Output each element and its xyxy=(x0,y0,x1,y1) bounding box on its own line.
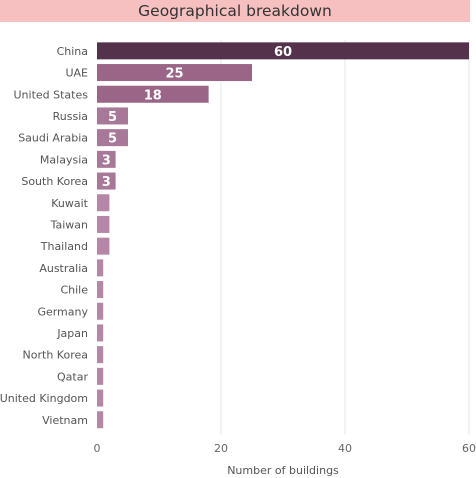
x-tick-label: 40 xyxy=(338,442,352,455)
bar-united-states xyxy=(97,85,209,103)
category-label: Japan xyxy=(56,327,88,340)
bar-kuwait xyxy=(97,194,110,212)
category-label: Germany xyxy=(37,305,88,318)
bar-china xyxy=(97,42,469,60)
category-label: South Korea xyxy=(21,175,88,188)
bar-germany xyxy=(97,302,104,320)
category-label: United States xyxy=(14,88,89,101)
category-label: United Kingdom xyxy=(0,392,88,405)
category-label: Saudi Arabia xyxy=(18,132,88,145)
bar-chile xyxy=(97,281,104,299)
data-label: 5 xyxy=(108,110,117,125)
category-label: Malaysia xyxy=(40,153,88,166)
title-banner: Geographical breakdown xyxy=(0,0,470,22)
data-label: 25 xyxy=(165,67,183,82)
category-label: Kuwait xyxy=(51,197,88,210)
category-label: Chile xyxy=(60,284,88,297)
bar-south-korea xyxy=(97,172,116,190)
bar-thailand xyxy=(97,237,110,255)
data-label: 5 xyxy=(108,132,117,147)
bar-united-kingdom xyxy=(97,389,104,407)
x-tick-label: 60 xyxy=(462,442,476,455)
category-label: UAE xyxy=(65,67,88,80)
category-label: North Korea xyxy=(23,349,88,362)
bar-japan xyxy=(97,324,104,342)
bar-qatar xyxy=(97,367,104,385)
x-axis-label: Number of buildings xyxy=(227,464,339,477)
category-label: Qatar xyxy=(57,370,88,383)
category-label: China xyxy=(57,45,88,58)
bar-north-korea xyxy=(97,346,104,364)
data-label: 3 xyxy=(102,153,111,168)
category-label: Thailand xyxy=(40,240,88,253)
x-tick-label: 0 xyxy=(94,442,101,455)
bar-uae xyxy=(97,64,252,82)
x-tick-label: 20 xyxy=(214,442,228,455)
bar-australia xyxy=(97,259,104,277)
bar-taiwan xyxy=(97,215,110,233)
category-label: Vietnam xyxy=(42,414,88,427)
data-label: 3 xyxy=(102,175,111,190)
category-label: Australia xyxy=(39,262,88,275)
bar-russia xyxy=(97,107,128,125)
bar-saudi-arabia xyxy=(97,129,128,147)
bar-malaysia xyxy=(97,150,116,168)
bar-vietnam xyxy=(97,411,104,429)
category-label: Russia xyxy=(53,110,88,123)
data-label: 18 xyxy=(144,88,162,103)
chart-title: Geographical breakdown xyxy=(138,2,332,20)
category-label: Taiwan xyxy=(50,218,88,231)
data-label: 60 xyxy=(274,45,292,60)
